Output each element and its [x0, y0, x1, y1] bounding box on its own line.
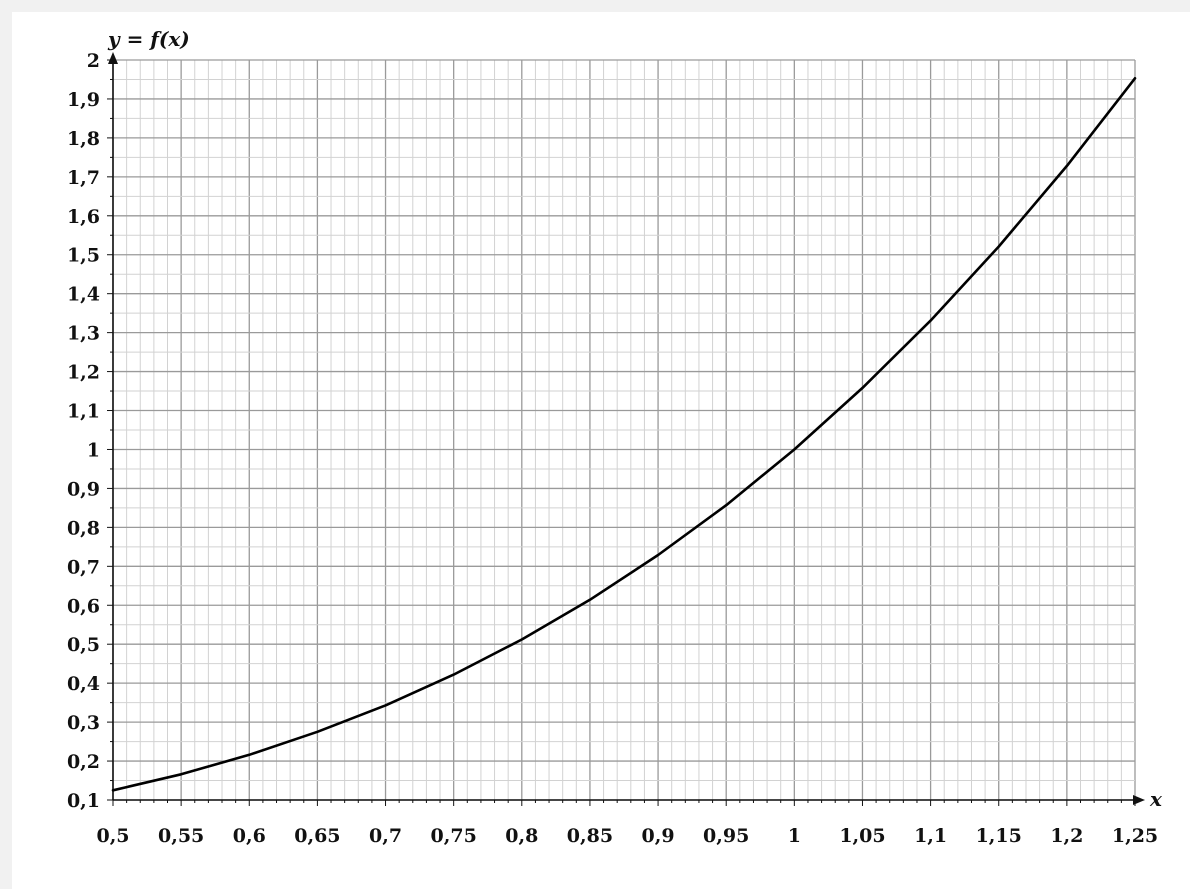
- series-group: [111, 77, 1137, 792]
- y-tick-label: 2: [87, 50, 100, 72]
- x-tick-label: 1,15: [976, 825, 1022, 847]
- x-tick-labels: 0,5 0,55 0,6 0,65 0,7 0,75 0,8 0,85 0,9 0,95 1 1,05…: [96, 825, 1158, 847]
- x-axis-arrow: [1133, 795, 1145, 805]
- series-line: [111, 77, 1137, 792]
- y-tick-label: 0,1: [67, 790, 100, 812]
- x-tick-label: 0,65: [294, 825, 340, 847]
- axes: [107, 52, 1145, 806]
- x-tick-label: 0,75: [431, 825, 477, 847]
- x-tick-label: 0,9: [642, 825, 675, 847]
- y-tick-labels: 0,1 0,2 0,3 0,4 0,5 0,6 0,7 0,8 0,9 1 1,1 1,2 1,3 1,4…: [67, 50, 100, 812]
- y-tick-label: 1,2: [67, 362, 100, 384]
- y-tick-label: 0,6: [67, 595, 100, 617]
- x-tick-label: 0,5: [96, 825, 129, 847]
- x-tick-label: 0,85: [567, 825, 613, 847]
- y-tick-label: 0,5: [67, 634, 100, 656]
- y-axis-arrow: [108, 52, 118, 64]
- y-tick-label: 0,9: [67, 478, 100, 500]
- x-tick-label: 1,25: [1112, 825, 1158, 847]
- y-tick-label: 1,8: [67, 128, 100, 150]
- x-tick-label: 0,6: [233, 825, 266, 847]
- y-tick-label: 1,5: [67, 245, 100, 267]
- y-tick-label: 0,7: [67, 556, 100, 578]
- y-tick-label: 1,7: [67, 167, 100, 189]
- x-axis-label: x: [1149, 787, 1163, 811]
- y-tick-label: 1,1: [67, 401, 100, 423]
- y-tick-label: 0,4: [67, 673, 100, 695]
- x-tick-label: 1,1: [914, 825, 947, 847]
- y-tick-label: 1,9: [67, 89, 100, 111]
- y-tick-label: 0,2: [67, 751, 100, 773]
- x-tick-label: 1,2: [1050, 825, 1083, 847]
- x-tick-label: 0,7: [369, 825, 402, 847]
- y-tick-label: 0,8: [67, 517, 100, 539]
- y-tick-label: 0,3: [67, 712, 100, 734]
- x-tick-label: 1,05: [839, 825, 885, 847]
- x-tick-label: 0,95: [703, 825, 749, 847]
- x-tick-label: 1: [788, 825, 801, 847]
- y-axis-label: y = f(x): [107, 27, 190, 51]
- y-tick-label: 1,4: [67, 284, 100, 306]
- chart-background: [12, 12, 1190, 889]
- y-tick-label: 1,6: [67, 206, 100, 228]
- x-tick-label: 0,55: [158, 825, 204, 847]
- x-tick-label: 0,8: [505, 825, 538, 847]
- y-tick-label: 1: [87, 439, 100, 461]
- grid: [112, 59, 1136, 801]
- y-tick-label: 1,3: [67, 323, 100, 345]
